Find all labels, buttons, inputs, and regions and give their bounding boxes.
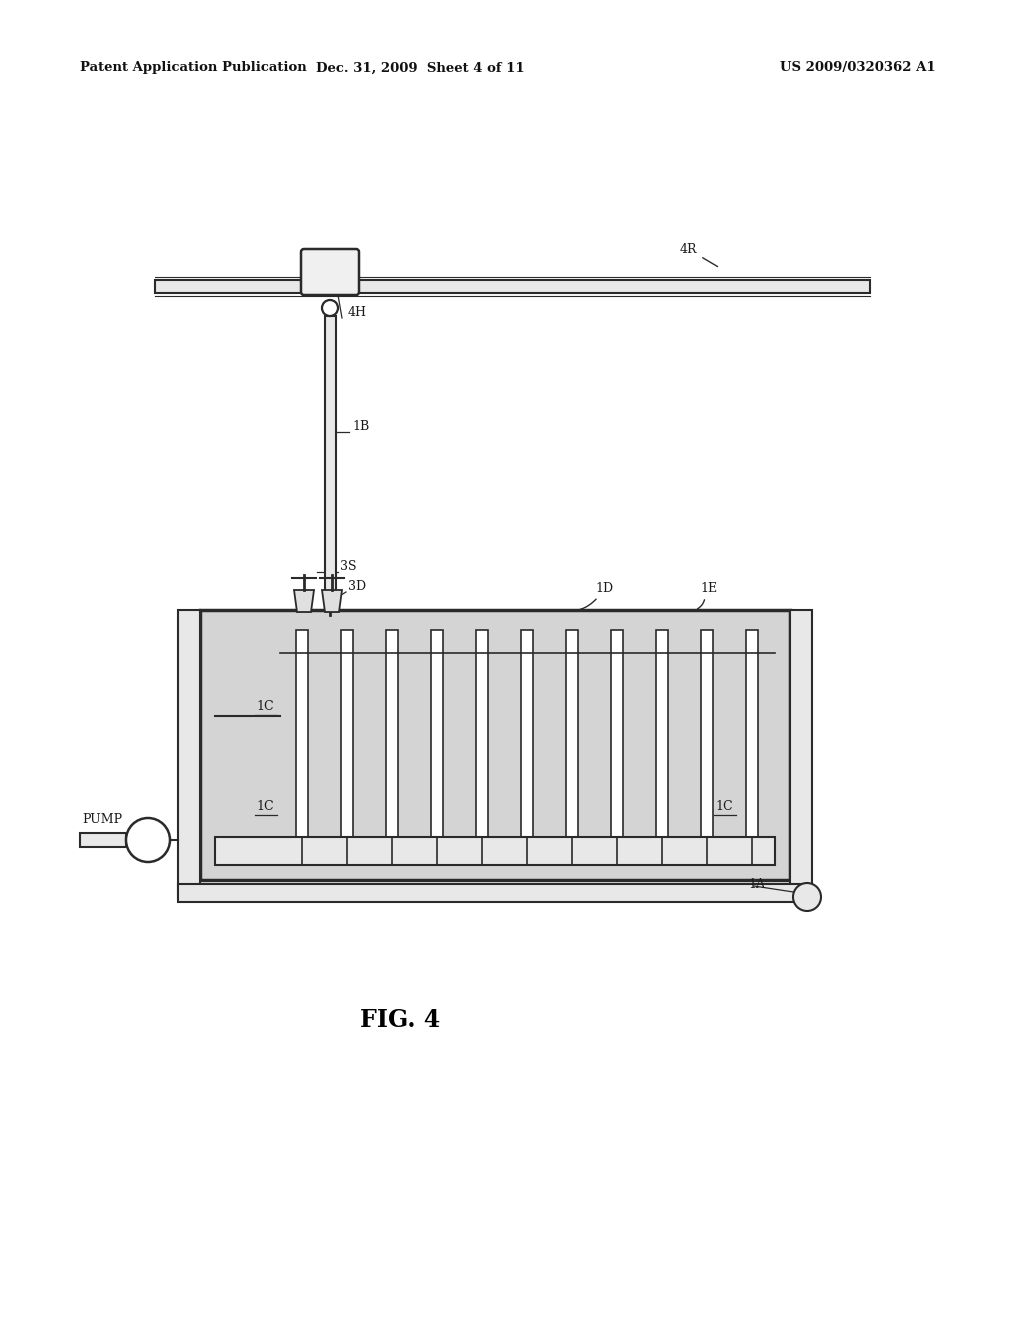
Bar bbox=[178, 610, 200, 898]
Bar bbox=[215, 624, 280, 865]
Bar bbox=[325, 315, 336, 595]
Bar bbox=[521, 630, 534, 837]
Text: 1C: 1C bbox=[256, 800, 273, 813]
Bar bbox=[566, 630, 578, 837]
Bar bbox=[80, 833, 126, 847]
Bar bbox=[701, 630, 713, 837]
Text: Dec. 31, 2009  Sheet 4 of 11: Dec. 31, 2009 Sheet 4 of 11 bbox=[315, 62, 524, 74]
Bar bbox=[790, 610, 812, 898]
Bar bbox=[200, 610, 790, 880]
Text: 3D: 3D bbox=[348, 579, 367, 593]
Text: 1A: 1A bbox=[748, 878, 765, 891]
Circle shape bbox=[793, 883, 821, 911]
Text: 4H: 4H bbox=[348, 306, 367, 319]
Text: 1E: 1E bbox=[700, 582, 717, 595]
Text: PUMP: PUMP bbox=[82, 813, 122, 826]
FancyBboxPatch shape bbox=[301, 249, 359, 294]
Bar bbox=[476, 630, 488, 837]
Text: 4R: 4R bbox=[680, 243, 718, 267]
Text: FIG. 4: FIG. 4 bbox=[359, 1008, 440, 1032]
Text: Patent Application Publication: Patent Application Publication bbox=[80, 62, 307, 74]
Bar bbox=[280, 624, 775, 865]
Circle shape bbox=[126, 818, 170, 862]
Text: 1B: 1B bbox=[352, 420, 370, 433]
Bar bbox=[611, 630, 623, 837]
Text: 3S: 3S bbox=[340, 560, 356, 573]
Bar bbox=[178, 884, 812, 902]
Bar bbox=[746, 630, 758, 837]
Text: 1C: 1C bbox=[256, 700, 273, 713]
Polygon shape bbox=[322, 590, 342, 612]
Text: US 2009/0320362 A1: US 2009/0320362 A1 bbox=[780, 62, 936, 74]
Text: 1D: 1D bbox=[595, 582, 613, 595]
Bar bbox=[215, 837, 775, 865]
Polygon shape bbox=[294, 590, 314, 612]
Circle shape bbox=[322, 300, 338, 315]
Bar bbox=[431, 630, 443, 837]
Bar bbox=[656, 630, 668, 837]
Bar bbox=[296, 630, 308, 837]
Bar bbox=[155, 280, 870, 293]
Text: 1C: 1C bbox=[715, 800, 732, 813]
Bar bbox=[341, 630, 353, 837]
Bar bbox=[386, 630, 398, 837]
